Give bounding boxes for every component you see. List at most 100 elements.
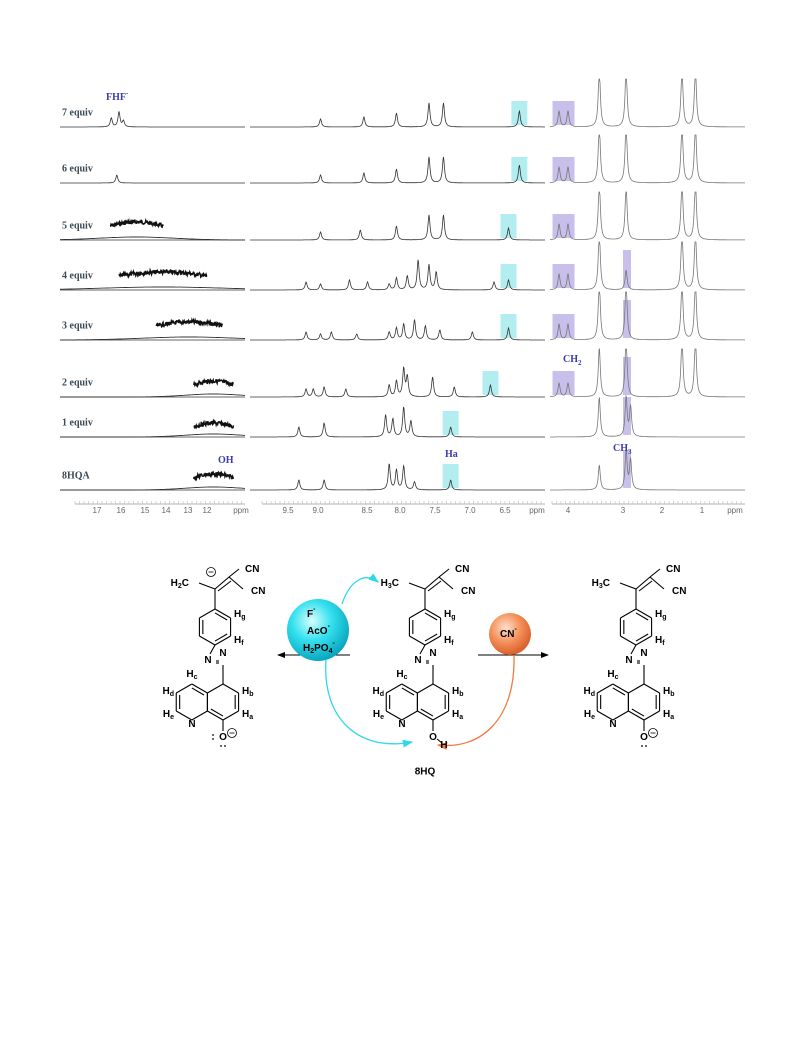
atom-label-part: H: [452, 709, 459, 720]
atom-label: Hd: [583, 686, 595, 698]
atom-label-part: 3: [388, 583, 392, 590]
bond: [643, 683, 660, 694]
bond: [620, 608, 637, 619]
atom-label-part: H: [452, 686, 459, 697]
arrow: [436, 654, 515, 750]
annotation-part: CH: [563, 354, 578, 365]
atom-label-part: H: [592, 578, 599, 589]
spectrum: [550, 347, 745, 398]
atom-label-part: H: [242, 686, 249, 697]
atom-label-part: H: [444, 635, 451, 646]
spectrum: [250, 102, 545, 128]
spectrum: [550, 191, 745, 241]
bond: [643, 710, 660, 721]
bond: [612, 683, 629, 694]
atom-label-part: H: [186, 669, 193, 680]
atom-label-part: g: [662, 614, 666, 621]
atom-label: He: [584, 709, 595, 721]
atom-label: O: [640, 732, 648, 743]
atom-label-part: C: [603, 578, 610, 589]
atom-label-part: H: [663, 709, 670, 720]
axis-label: 7.5: [429, 506, 441, 515]
bond: [408, 582, 426, 590]
compound-name: 8HQ: [415, 767, 436, 778]
atom-label-part: CN: [672, 586, 686, 597]
atom-label-part: a: [459, 714, 463, 721]
highlight: [623, 250, 632, 288]
spectrum: [550, 241, 745, 291]
bond: [424, 612, 438, 621]
trace-label: 5 equiv: [62, 220, 93, 231]
bond: [214, 608, 231, 619]
bond: [191, 710, 208, 721]
spectrum: [60, 111, 245, 128]
spectrum: [250, 259, 545, 291]
bond: [635, 612, 649, 621]
atom-label: Hd: [162, 686, 174, 698]
bond: [214, 635, 231, 646]
bond: [427, 580, 442, 592]
bond: [649, 576, 665, 590]
atom-label: Hg: [444, 609, 456, 621]
noisy-hump: [155, 317, 224, 329]
trace-label: 2 equiv: [62, 377, 93, 388]
annotation-part: CH: [613, 443, 628, 454]
atom-label-part: H: [234, 635, 241, 646]
charge: [648, 728, 658, 738]
bond: [432, 710, 449, 721]
bond: [631, 708, 645, 717]
bond: [630, 644, 637, 655]
highlight: [623, 357, 632, 395]
noisy-hump: [118, 267, 208, 279]
axis-label: 8.5: [361, 506, 373, 515]
atom-label-part: 3: [599, 583, 603, 590]
spectrum: [60, 286, 245, 290]
annotation-part: FHF: [106, 92, 126, 103]
axis-label: 3: [621, 506, 626, 515]
atom-label: N: [640, 648, 647, 659]
lone-pair: [641, 745, 643, 747]
bond: [424, 633, 438, 642]
bond: [228, 568, 240, 578]
atom-label: Hf: [655, 635, 665, 647]
atom-label: N: [625, 655, 632, 666]
bond: [436, 738, 443, 744]
bond: [417, 683, 434, 694]
atom-label-part: g: [241, 614, 245, 621]
noisy-hump: [109, 217, 164, 229]
spectrum: [550, 291, 745, 341]
bond: [417, 710, 434, 721]
anion-part: -: [328, 623, 331, 630]
trace-label: 1 equiv: [62, 417, 93, 428]
atom-label-part: N: [429, 648, 436, 659]
atom-label-part: N: [219, 648, 226, 659]
bond: [191, 683, 208, 694]
atom-label: Hg: [234, 609, 246, 621]
atom-label: H2C: [171, 578, 189, 590]
atom-label-part: C: [392, 578, 399, 589]
atom-label-part: c: [404, 674, 408, 681]
bond: [401, 710, 418, 721]
noisy-hump: [193, 470, 235, 482]
atom-label: O: [219, 732, 227, 743]
atom-label-part: CN: [666, 564, 680, 575]
noisy-hump: [193, 418, 235, 430]
bond: [209, 644, 216, 655]
axis-label: 8.0: [394, 506, 406, 515]
atom-label: Hb: [663, 686, 675, 698]
atom-label-part: e: [170, 714, 174, 721]
atom-label-part: O: [429, 732, 437, 743]
arrow: [325, 659, 414, 748]
arrow: [341, 573, 380, 605]
bond: [210, 708, 224, 717]
atom-label-part: c: [615, 674, 619, 681]
highlight: [500, 314, 517, 338]
atom-label: Hg: [655, 609, 667, 621]
atom-label-part: c: [194, 674, 198, 681]
bond: [175, 683, 193, 694]
spectrum: [550, 134, 745, 184]
atom-label-part: H: [242, 709, 249, 720]
atom-label-part: H: [444, 609, 451, 620]
bond: [635, 576, 651, 590]
